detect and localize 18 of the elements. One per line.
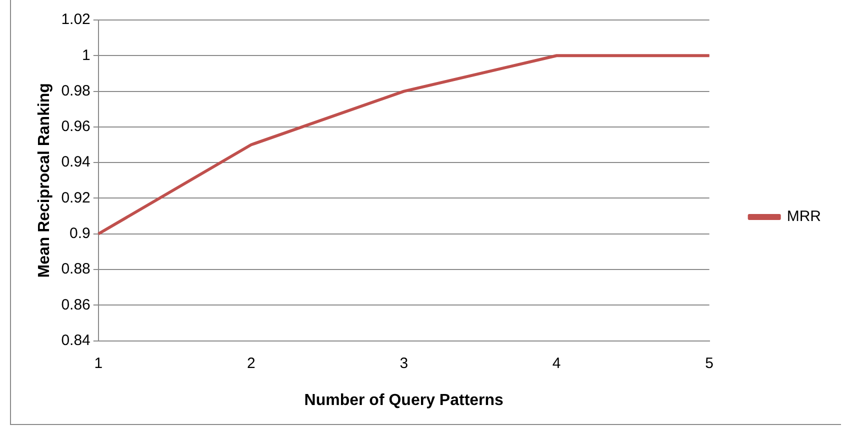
y-tick-label: 0.94 <box>61 154 90 171</box>
y-tick-label: 0.84 <box>61 332 90 349</box>
x-tick-label: 1 <box>94 354 103 372</box>
x-tick-label: 2 <box>246 354 256 372</box>
x-axis-title: Number of Query Patterns <box>304 392 504 409</box>
y-tick-label: 0.86 <box>61 296 90 314</box>
legend-label: MRR <box>786 208 822 226</box>
y-axis-title: Mean Reciprocal Ranking <box>36 83 54 278</box>
y-tick-label: 1 <box>82 46 90 64</box>
y-tick-label: 0.9 <box>70 225 90 242</box>
y-tick-label: 1.02 <box>61 11 90 28</box>
x-tick-label: 4 <box>552 354 561 372</box>
x-tick-label: 3 <box>400 354 408 372</box>
y-tick-label: 0.98 <box>61 82 90 100</box>
y-tick-label: 0.96 <box>61 118 90 136</box>
y-tick-label: 0.88 <box>61 260 90 278</box>
x-tick-label: 5 <box>705 354 714 372</box>
y-tick-label: 0.92 <box>61 189 90 206</box>
